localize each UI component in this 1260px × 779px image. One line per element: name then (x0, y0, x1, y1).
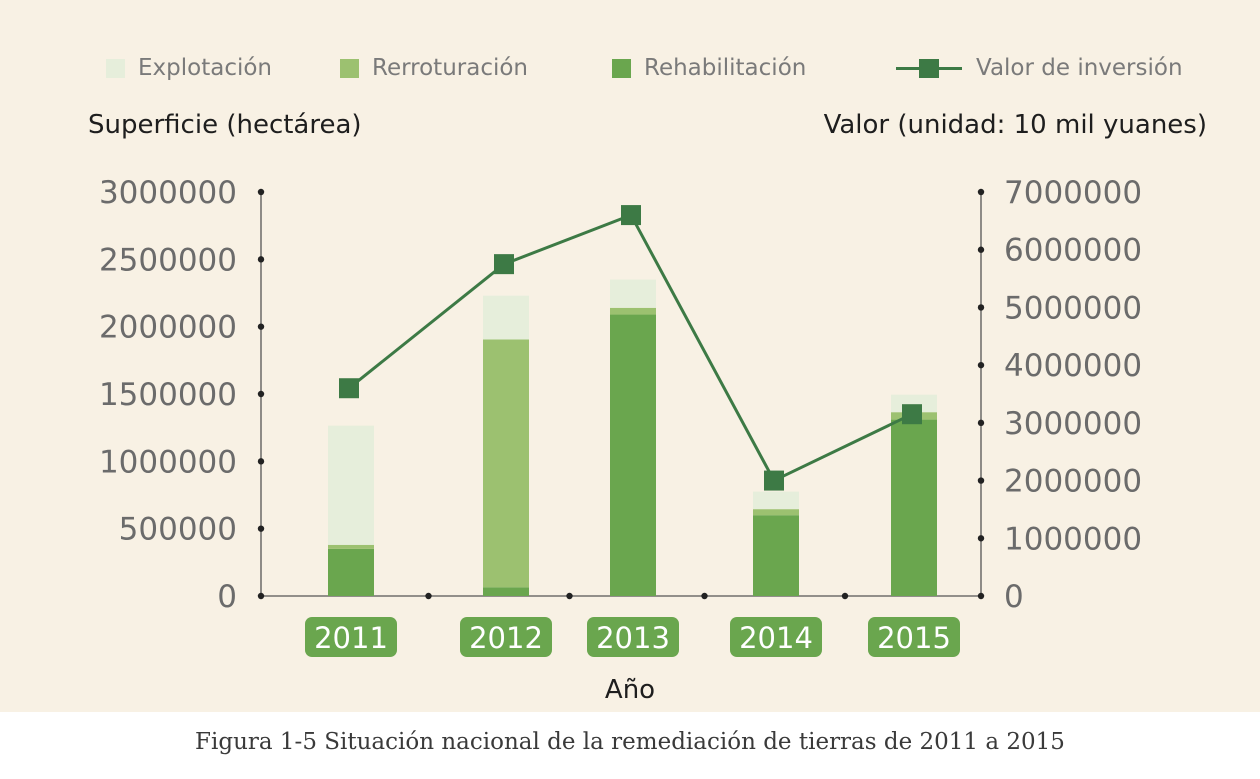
legend-swatch-rehabilitacion (612, 58, 631, 78)
y-tick-label: 1500000 (99, 377, 237, 413)
y-tick-dot (257, 323, 265, 330)
x-tick-badge-2014 (730, 617, 822, 657)
legend-swatch-explotacion (106, 58, 125, 78)
y2-tick-dot (977, 361, 985, 369)
y-tick-label: 0 (217, 579, 237, 615)
bar-rehabilitacion-2012 (483, 587, 529, 596)
legend-label-explotacion: Explotación (138, 55, 273, 81)
y2-tick-dot (977, 477, 985, 484)
chart-svg: 0 500000 1000000 1500000 2000000 2500000 30000… (99, 175, 1142, 657)
line-marker-2012 (494, 254, 514, 275)
x-tick-badge-2011 (305, 617, 397, 657)
legend-item-valor-inversion: Valor de inversión (896, 52, 1183, 84)
y-tick-dot (257, 525, 265, 532)
x-tick-dot (701, 592, 708, 600)
bar-explotacion-2013 (610, 279, 656, 308)
legend-label-rerroturacion: Rerroturación (372, 55, 529, 81)
y-tick-dot (257, 390, 265, 398)
bar-rerroturacion-2011 (328, 544, 374, 549)
y2-tick-dot (977, 304, 985, 311)
y2-tick-dot (977, 535, 985, 542)
bar-rerroturacion-2014 (753, 509, 799, 516)
bar-explotacion-2012 (483, 295, 529, 340)
bar-rehabilitacion-2013 (610, 314, 656, 596)
x-tick-badge-2012 (460, 617, 552, 657)
x-tick-label-2013: 2013 (596, 621, 670, 655)
x-tick-badge-2013 (587, 617, 679, 657)
y-tick-label: 3000000 (99, 175, 237, 211)
y-axis-title: Superficie (hectárea) (88, 110, 362, 140)
y2-tick-label: 4000000 (1004, 348, 1142, 384)
y-tick-label: 2500000 (99, 242, 237, 278)
bar-explotacion-2011 (328, 425, 374, 545)
y-tick-label: 2000000 (99, 310, 237, 346)
y2-tick-dot (977, 419, 985, 427)
x-tick-dot (425, 592, 432, 600)
bar-rehabilitacion-2015 (891, 419, 937, 596)
line-marker-2011 (339, 378, 359, 399)
x-tick-dot (841, 592, 849, 600)
bar-rehabilitacion-2011 (328, 548, 374, 596)
y2-tick-dot (977, 246, 985, 253)
x-tick-dot (566, 592, 573, 600)
legend-swatch-valor-inversion (896, 58, 962, 78)
y2-tick-label: 0 (1004, 579, 1024, 615)
y-tick-dot (257, 256, 265, 263)
x-tick-label-2011: 2011 (314, 621, 388, 655)
line-marker-2014 (764, 470, 784, 491)
y2-tick-label: 1000000 (1004, 521, 1142, 557)
y2-tick-label: 5000000 (1004, 290, 1142, 326)
y-tick-label: 1000000 (99, 444, 237, 480)
line-marker-2015 (902, 404, 922, 425)
legend-item-rerroturacion: Rerroturación (340, 52, 528, 84)
legend-item-explotacion: Explotación (106, 52, 272, 84)
line-marker-2013 (621, 205, 641, 226)
y2-tick-label: 6000000 (1004, 233, 1142, 269)
y2-tick-label: 7000000 (1004, 175, 1142, 211)
y2-tick-dot (977, 592, 985, 600)
y-tick-label: 500000 (119, 512, 237, 548)
bar-rerroturacion-2012 (483, 339, 529, 588)
legend-item-rehabilitacion: Rehabilitación (612, 52, 806, 84)
y2-tick-label: 2000000 (1004, 464, 1142, 500)
legend-swatch-rerroturacion (340, 58, 359, 78)
y2-axis-title: Valor (unidad: 10 mil yuanes) (823, 110, 1207, 140)
bar-rehabilitacion-2014 (753, 515, 799, 596)
y-tick-dot (257, 458, 265, 465)
x-tick-badge-2015 (868, 617, 960, 657)
bar-explotacion-2014 (753, 491, 799, 510)
bar-rerroturacion-2013 (610, 307, 656, 315)
x-axis-title: Año (604, 675, 656, 705)
figure-caption: Figura 1-5 Situación nacional de la reme… (195, 729, 1065, 755)
y-tick-dot (257, 592, 265, 600)
y-tick-dot (257, 188, 265, 196)
legend-label-rehabilitacion: Rehabilitación (644, 55, 807, 81)
x-tick-label-2015: 2015 (877, 621, 951, 655)
y2-tick-label: 3000000 (1004, 406, 1142, 442)
x-tick-label-2014: 2014 (739, 621, 813, 655)
x-tick-label-2012: 2012 (469, 621, 543, 655)
y2-tick-dot (977, 188, 985, 196)
legend-label-valor-inversion: Valor de inversión (976, 55, 1183, 81)
